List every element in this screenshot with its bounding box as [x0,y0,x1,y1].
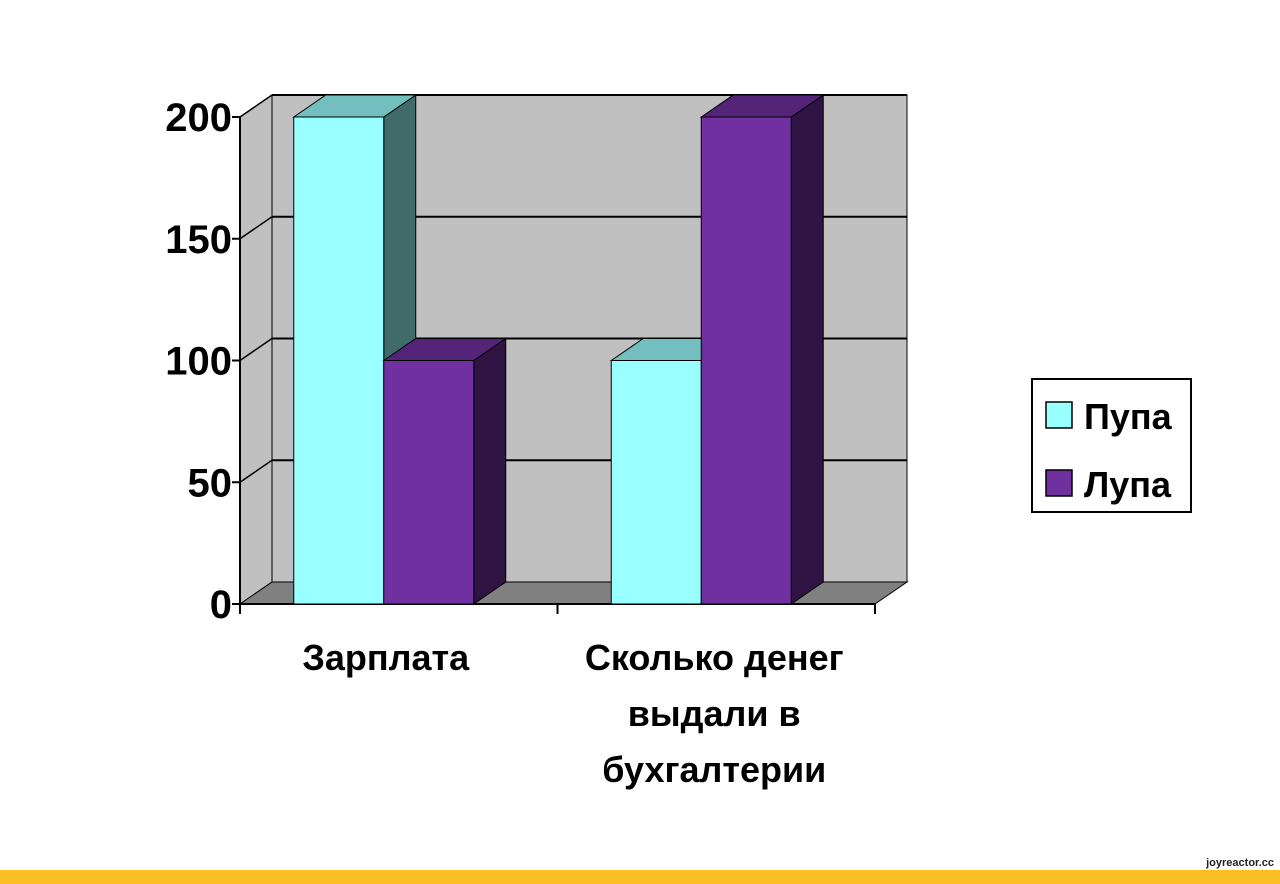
legend-swatch [1045,469,1073,497]
y-tick-label: 0 [210,583,232,627]
y-tick-label: 150 [165,218,232,262]
bar-side [473,337,507,605]
watermark: joyreactor.cc [1206,857,1274,869]
bar-front [700,116,792,605]
category-label: бухгалтерии [602,749,826,790]
legend-swatch [1045,401,1073,429]
gridline-side [239,216,273,240]
legend-label: Пупа [1084,396,1173,437]
legend-label: Лупа [1084,464,1172,505]
category-label: Зарплата [302,637,470,678]
legend: Пупа Лупа [1031,378,1192,513]
y-tick-labels: 0 50 100 150 200 [165,96,232,627]
category-label: Сколько денег [585,637,844,678]
category-label: выдали в [628,693,801,734]
footer-bar [0,870,1280,884]
y-tick-label: 200 [165,96,232,140]
bar [699,94,825,605]
bar-side [790,94,824,605]
gridline-side [239,459,273,483]
bars [292,94,825,605]
bar-front [383,360,475,605]
bar-front [293,116,385,605]
bar-front [610,360,702,605]
category-labels: Зарплата Сколько денег выдали в бухгалтерии [302,637,843,790]
gridline-side [239,94,273,118]
y-tick-label: 100 [165,340,232,384]
bar [382,337,508,605]
gridline-side [239,337,273,362]
y-tick-label: 50 [188,461,233,505]
